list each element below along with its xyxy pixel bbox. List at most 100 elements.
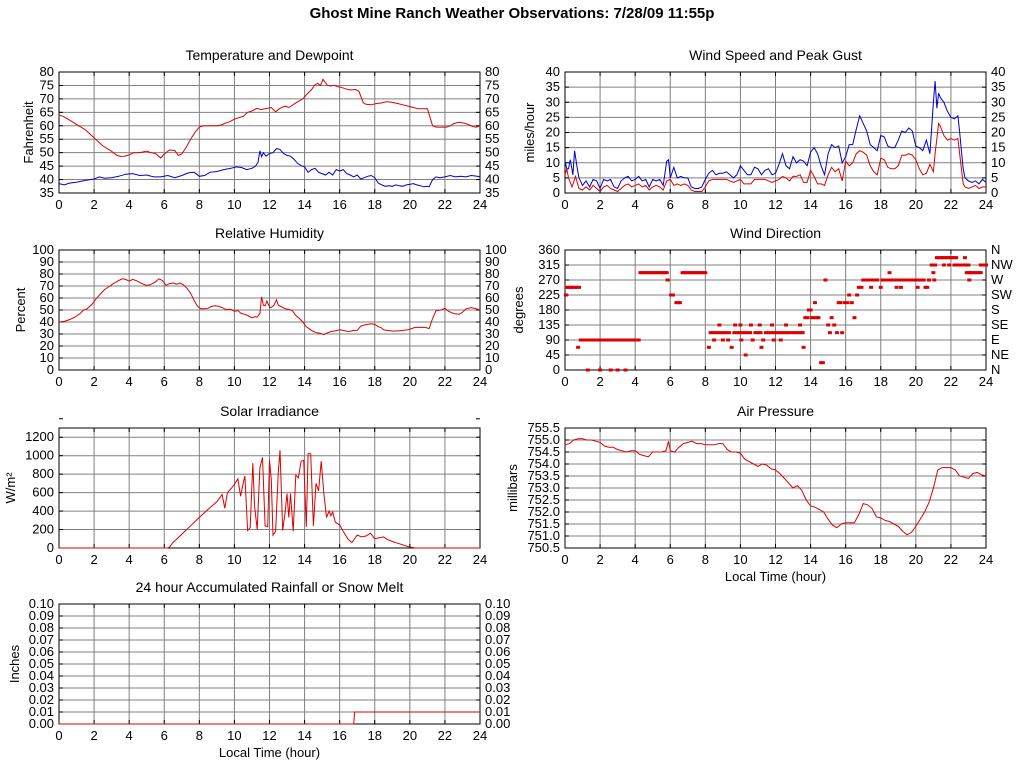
x-tick-label: 12 <box>262 374 276 389</box>
data-point-direction <box>623 368 628 372</box>
x-tick-label: 0 <box>561 197 568 212</box>
data-point-direction <box>790 331 795 335</box>
x-tick-label: 8 <box>196 728 203 743</box>
data-point-direction <box>712 338 717 342</box>
y-tick-label: 0 <box>47 540 54 555</box>
x-tick-label: 20 <box>403 728 417 743</box>
y-tick-label: 90 <box>546 332 560 347</box>
data-point-direction <box>795 331 800 335</box>
x-tick-label: 16 <box>332 728 346 743</box>
data-point-direction <box>915 285 920 289</box>
x-tick-label: 6 <box>161 728 168 743</box>
y-tick-label: 360 <box>538 242 560 257</box>
data-point-direction <box>771 338 776 342</box>
data-point-direction <box>832 323 837 327</box>
data-point-direction <box>734 331 739 335</box>
y-tick-label-right: 0.03 <box>485 680 510 695</box>
chart-wind-speed-gust: 0 2 4 6 8 10 12 14 16 18 20 22 24 0 0 5 5 10 10 15 15 20 20 25 2… <box>512 40 1024 220</box>
data-point-direction <box>845 301 850 305</box>
data-point-direction <box>852 316 857 320</box>
x-tick-label: 4 <box>126 552 133 567</box>
chart-air-pressure: 0 2 4 6 8 10 12 14 16 18 20 22 24 750.5 751.0 751.5 752.… <box>505 400 1024 584</box>
data-point-direction <box>962 256 967 260</box>
data-point-direction <box>563 293 568 297</box>
y-axis-label: Inches <box>7 644 22 683</box>
compass-label: N <box>991 362 1000 377</box>
series-line-dewpoint <box>58 148 481 188</box>
x-tick-label: 12 <box>768 197 782 212</box>
x-tick-label: 12 <box>768 552 782 567</box>
x-tick-label: 18 <box>368 728 382 743</box>
data-point-direction <box>798 323 803 327</box>
y-tick-label-right: 30 <box>485 326 499 341</box>
x-tick-label: 24 <box>473 552 487 567</box>
series-line-wind-speed <box>564 121 986 193</box>
y-tick-label-right: 0.06 <box>485 644 510 659</box>
y-tick-label: 225 <box>538 287 560 302</box>
data-point-direction <box>608 368 613 372</box>
data-point-direction <box>869 285 874 289</box>
chart-title: 24 hour Accumulated Rainfall or Snow Mel… <box>136 579 404 595</box>
y-tick-label: 754.5 <box>527 444 560 459</box>
compass-label: SE <box>991 317 1009 332</box>
x-tick-label: 2 <box>90 374 97 389</box>
x-tick-label: 0 <box>55 374 62 389</box>
data-point-direction <box>598 368 603 372</box>
data-point-direction <box>769 323 774 327</box>
data-point-direction <box>931 271 936 275</box>
y-tick-label: 750.5 <box>527 540 560 555</box>
data-point-direction <box>706 345 711 349</box>
y-tick-label-right: 60 <box>485 118 499 133</box>
y-tick-label-right: 25 <box>991 109 1005 124</box>
data-point-direction <box>966 263 971 267</box>
series-line-irradiance <box>59 450 480 549</box>
x-tick-label: 16 <box>332 197 346 212</box>
y-tick-label-right: 0.00 <box>485 716 510 731</box>
data-point-direction <box>947 263 952 267</box>
x-tick-label: 6 <box>667 552 674 567</box>
x-tick-label: 10 <box>733 197 747 212</box>
y-tick-label-right: 10 <box>991 155 1005 170</box>
x-tick-label: 22 <box>438 197 452 212</box>
y-tick-label: 0.02 <box>29 692 54 707</box>
y-tick-label-right: 0.01 <box>485 704 510 719</box>
data-point-direction <box>724 331 729 335</box>
y-tick-label-right: 80 <box>485 266 499 281</box>
x-tick-label: 12 <box>262 728 276 743</box>
y-tick-label: 20 <box>40 338 54 353</box>
y-tick-label: 755.0 <box>527 432 560 447</box>
data-point-direction <box>677 301 682 305</box>
y-tick-label: 35 <box>40 185 54 200</box>
chart-title: Air Pressure <box>737 403 814 419</box>
data-point-direction <box>615 368 620 372</box>
data-point-direction <box>721 331 726 335</box>
y-tick-label-right: 30 <box>991 94 1005 109</box>
data-point-direction <box>887 271 892 275</box>
data-point-direction <box>847 293 852 297</box>
y-tick-label-right: 35 <box>991 79 1005 94</box>
data-point-direction <box>592 338 597 342</box>
y-tick-label: 55 <box>40 131 54 146</box>
y-tick-label-right: 20 <box>991 125 1005 140</box>
x-tick-label: 8 <box>702 552 709 567</box>
data-point-direction <box>753 331 758 335</box>
chart-title: Wind Speed and Peak Gust <box>689 47 862 63</box>
y-tick-label: 751.5 <box>527 516 560 531</box>
x-tick-label: 24 <box>473 197 487 212</box>
y-tick-label: 45 <box>40 158 54 173</box>
data-point-direction <box>941 263 946 267</box>
y-tick-label-right: 80 <box>485 64 499 79</box>
y-tick-label: 135 <box>538 317 560 332</box>
series-line-rainfall <box>59 711 480 725</box>
y-tick-label-right: 20 <box>485 338 499 353</box>
y-tick-label-right: 0.02 <box>485 692 510 707</box>
data-point-direction <box>784 331 789 335</box>
y-tick-label-right: 50 <box>485 302 499 317</box>
x-tick-label: 20 <box>909 552 923 567</box>
x-axis-label: Local Time (hour) <box>725 569 826 584</box>
data-point-direction <box>743 353 748 357</box>
y-tick-label: 70 <box>40 278 54 293</box>
y-tick-label-right: 0.07 <box>485 632 510 647</box>
